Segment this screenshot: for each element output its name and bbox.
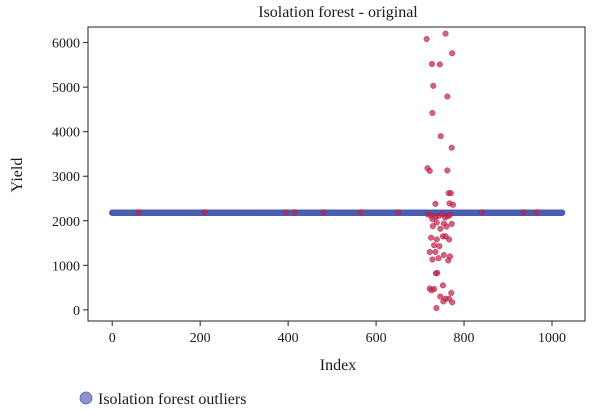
outlier-point — [428, 234, 435, 241]
y-tick-label: 6000 — [52, 37, 80, 52]
outlier-point — [426, 167, 433, 174]
x-tick-label: 800 — [454, 331, 475, 346]
outlier-point — [439, 282, 446, 289]
outlier-point — [448, 289, 455, 296]
y-axis: 0 1000 2000 3000 4000 5000 6000 — [52, 37, 88, 319]
y-tick-label: 0 — [73, 304, 80, 319]
outlier-point — [395, 209, 402, 216]
outlier-series — [135, 30, 540, 312]
y-axis-title: Yield — [9, 158, 26, 193]
outlier-point — [436, 61, 443, 68]
outlier-point — [428, 287, 435, 294]
outlier-point — [432, 200, 439, 207]
outlier-point — [437, 133, 444, 140]
outlier-point — [435, 255, 442, 262]
base-point — [558, 209, 566, 216]
outlier-point — [423, 36, 430, 43]
outlier-point — [450, 201, 457, 208]
outlier-point — [533, 209, 540, 216]
outlier-point — [448, 144, 455, 151]
chart-title: Isolation forest - original — [258, 4, 418, 21]
outlier-point — [440, 252, 447, 259]
outlier-point — [433, 305, 440, 312]
legend-label: Isolation forest outliers — [98, 391, 246, 408]
outlier-point — [431, 242, 438, 249]
x-axis-title: Index — [320, 357, 356, 374]
y-tick-label: 3000 — [52, 170, 80, 185]
outlier-point — [320, 209, 327, 216]
outlier-point — [434, 269, 441, 276]
legend: Isolation forest outliers — [79, 391, 246, 408]
outlier-point — [448, 220, 455, 227]
outlier-point — [433, 219, 440, 226]
x-tick-label: 400 — [278, 331, 299, 346]
outlier-point — [443, 223, 450, 230]
outlier-point — [444, 167, 451, 174]
outlier-point — [437, 293, 444, 300]
outlier-point — [440, 298, 447, 305]
outlier-point — [433, 236, 440, 243]
outlier-point — [428, 60, 435, 67]
y-tick-label: 4000 — [52, 126, 80, 141]
y-tick-label: 2000 — [52, 215, 80, 230]
outlier-point — [429, 223, 436, 230]
outlier-point — [445, 257, 452, 264]
outlier-point — [442, 233, 449, 240]
outlier-point — [429, 215, 436, 222]
outlier-point — [436, 243, 443, 250]
y-tick-label: 5000 — [52, 81, 80, 96]
outlier-point — [447, 190, 454, 197]
outlier-point — [449, 50, 456, 57]
outlier-point — [201, 209, 208, 216]
outlier-point — [357, 209, 364, 216]
outlier-point — [442, 30, 449, 37]
outlier-point — [426, 248, 433, 255]
outlier-point — [429, 256, 436, 263]
outlier-point — [430, 82, 437, 89]
y-tick-label: 1000 — [52, 259, 80, 274]
outlier-point — [446, 211, 453, 218]
legend-marker — [79, 391, 93, 405]
outlier-point — [478, 209, 485, 216]
plot-frame — [87, 26, 586, 322]
outlier-point — [282, 209, 289, 216]
base-series — [108, 209, 566, 216]
x-tick-label: 200 — [190, 331, 211, 346]
outlier-point — [444, 93, 451, 100]
outlier-point — [437, 225, 444, 232]
outlier-point — [135, 209, 142, 216]
x-axis: 0 200 400 600 800 1000 — [109, 321, 566, 346]
outlier-point — [429, 109, 436, 116]
outlier-point — [291, 209, 298, 216]
x-tick-label: 0 — [109, 331, 116, 346]
outlier-point — [432, 248, 439, 255]
x-tick-label: 1000 — [538, 331, 566, 346]
outlier-point — [449, 299, 456, 306]
outlier-point — [520, 209, 527, 216]
x-tick-label: 600 — [366, 331, 387, 346]
